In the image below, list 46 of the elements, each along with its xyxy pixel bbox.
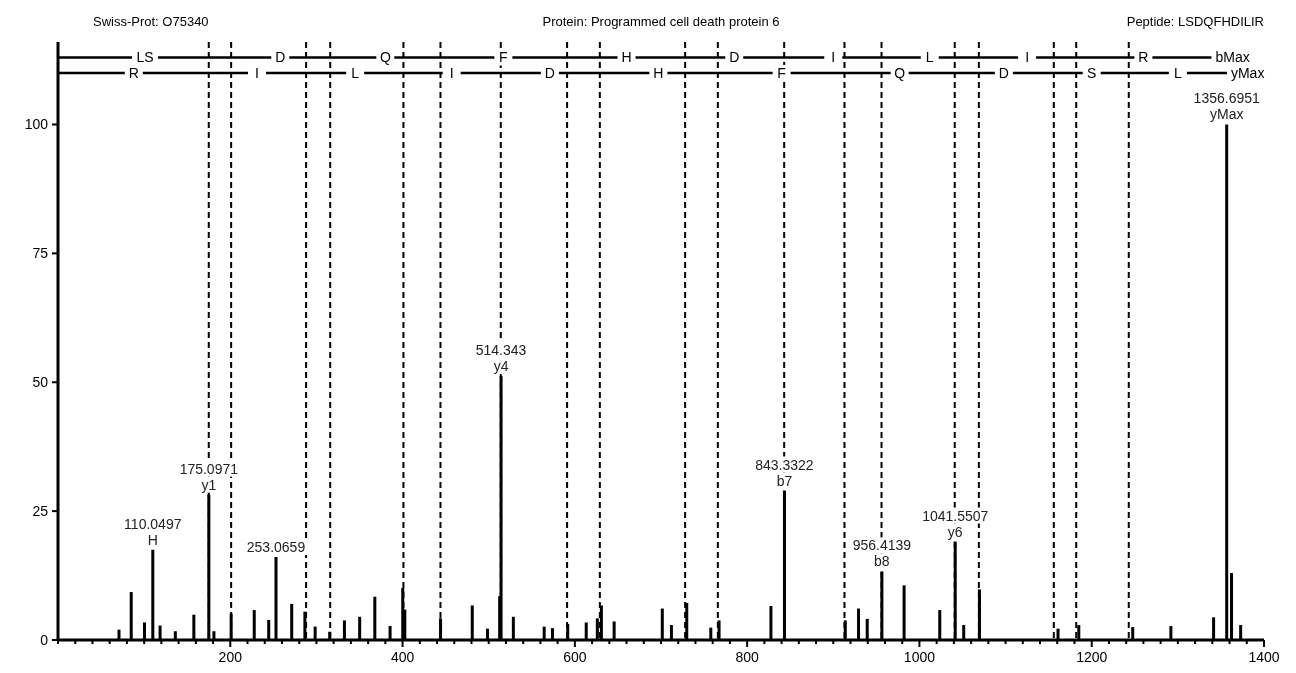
annotation: 843.3322 b7	[755, 456, 814, 489]
x-tick-label: 600	[563, 649, 587, 665]
annotation: Q	[894, 64, 906, 81]
annotation: I	[255, 64, 259, 81]
annotation: R	[1138, 49, 1149, 66]
annotation: 1041.5507 y6	[922, 507, 989, 540]
x-tick-label: 1000	[903, 649, 936, 665]
annotation: F	[777, 64, 786, 81]
annotation: I	[449, 64, 454, 81]
annotation: L	[925, 49, 934, 66]
annotation: L	[351, 64, 360, 81]
annotation: 110.0497 H	[124, 515, 182, 548]
annotation: Q	[379, 49, 391, 66]
x-tick-label: 1200	[1076, 649, 1108, 665]
text: Peptide: LSDQFHDILIR	[1126, 14, 1264, 29]
y-tick-label: 0	[40, 632, 49, 648]
annotation: D	[998, 64, 1009, 81]
annotation: yMax	[1230, 64, 1265, 81]
annotation: D	[275, 49, 286, 66]
x-tick-label: 400	[390, 649, 415, 665]
annotation: S	[1087, 64, 1097, 81]
annotation: I	[1025, 49, 1030, 66]
y-tick-label: 100	[24, 116, 49, 133]
annotation: H	[653, 64, 664, 81]
annotation: D	[544, 64, 555, 81]
x-tick-label: 800	[735, 649, 760, 665]
annotation: 1356.6951 yMax	[1193, 90, 1260, 123]
y-tick-label: 25	[32, 503, 49, 520]
y-tick-label: 50	[32, 374, 49, 391]
x-tick-label: 200	[218, 649, 243, 665]
annotation: 956.4139 b8	[852, 537, 912, 570]
annotation: LS	[136, 49, 154, 66]
annotation: L	[1173, 64, 1182, 81]
x-tick-label: 1400	[1248, 649, 1280, 665]
annotation: 175.0971 y1	[179, 460, 239, 493]
annotation: bMax	[1215, 49, 1250, 66]
annotation: D	[729, 49, 740, 66]
annotation: I	[831, 49, 836, 66]
annotation: F	[499, 49, 508, 66]
annotation: H	[621, 49, 632, 66]
annotation: R	[128, 64, 139, 81]
annotation: 514.343 y4	[475, 342, 527, 375]
y-tick-label: 75	[32, 245, 49, 262]
chart-title: Protein: Programmed cell death protein 6	[542, 14, 780, 29]
annotation: 253.0659	[246, 539, 306, 555]
text: Swiss-Prot: O75340	[93, 14, 209, 29]
